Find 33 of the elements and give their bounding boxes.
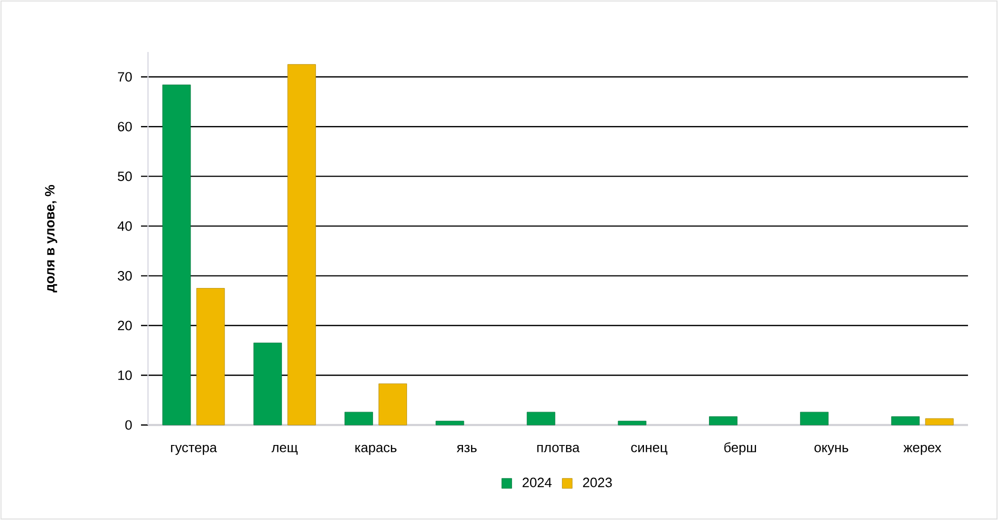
bar xyxy=(436,420,464,426)
y-tick-label: 10 xyxy=(118,370,132,380)
y-tick-label: 0 xyxy=(125,420,132,430)
legend-label: 2024 xyxy=(522,478,552,488)
x-tick-label: язь xyxy=(456,444,477,452)
x-tick-label: жерех xyxy=(903,444,942,455)
y-tick-label: 60 xyxy=(118,122,132,132)
legend-label: 2023 xyxy=(583,478,612,488)
y-tick-label: 50 xyxy=(118,172,132,182)
bar xyxy=(162,84,191,426)
bar xyxy=(344,412,373,426)
x-tick-label: плотва xyxy=(537,444,580,452)
x-tick-label: лещ xyxy=(272,444,298,455)
x-tick-label: окунь xyxy=(814,444,848,455)
bar xyxy=(378,384,407,426)
bar xyxy=(287,64,316,426)
bar xyxy=(800,412,829,426)
x-tick-label: берш xyxy=(724,442,756,455)
bar xyxy=(253,342,282,426)
bar xyxy=(196,288,225,426)
x-tick-label: синец xyxy=(631,444,668,455)
bar xyxy=(891,416,920,426)
bar xyxy=(925,418,954,426)
bar xyxy=(526,412,556,426)
bar xyxy=(618,420,646,426)
y-tick-label: 20 xyxy=(118,320,132,330)
y-axis-title: доля в улове, % xyxy=(45,184,58,292)
x-tick-label: густера xyxy=(171,444,217,455)
y-tick-label: 30 xyxy=(118,271,132,281)
x-tick-label: карась xyxy=(355,444,396,455)
bar xyxy=(709,416,738,426)
y-tick-label: 70 xyxy=(118,72,132,82)
y-tick-label: 40 xyxy=(118,221,132,231)
